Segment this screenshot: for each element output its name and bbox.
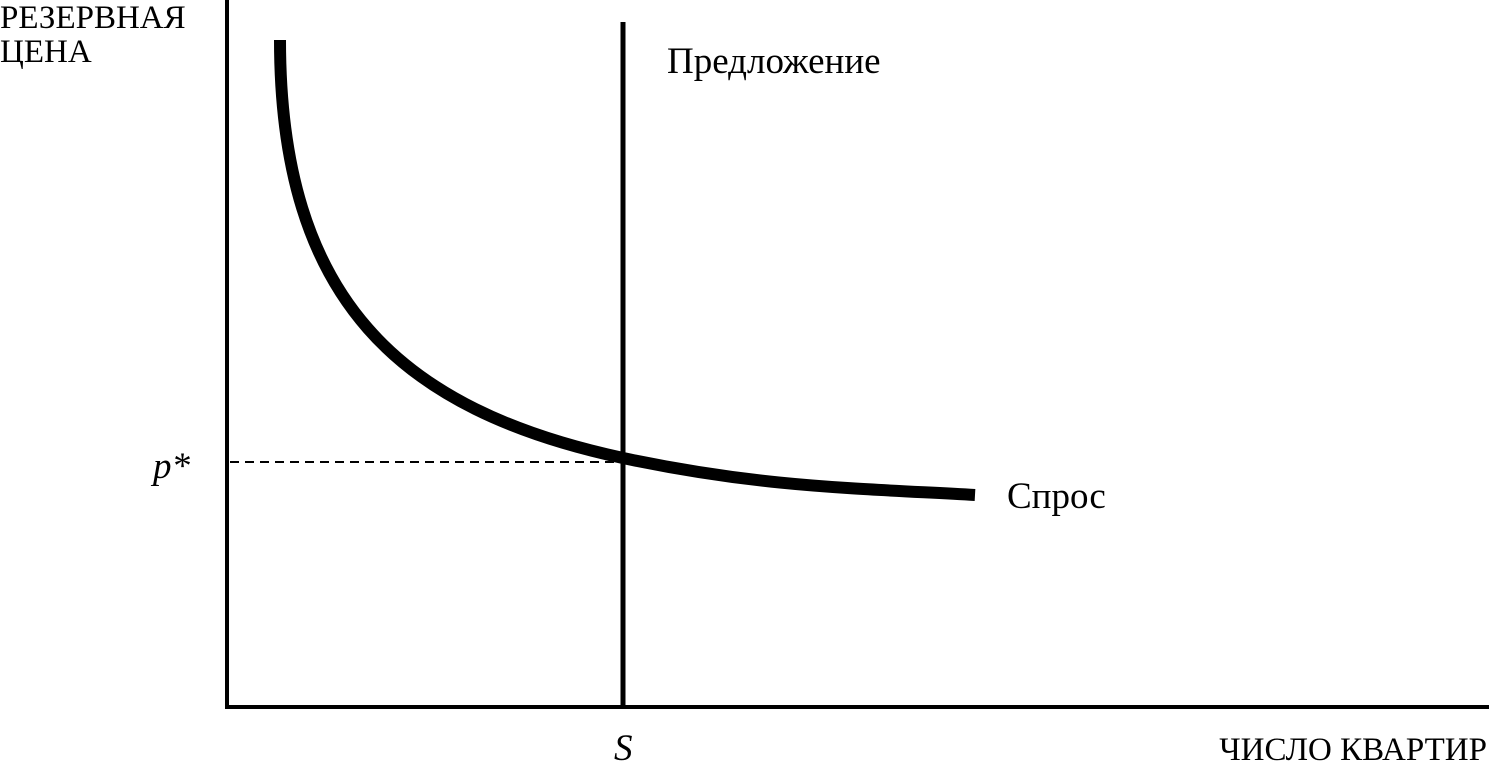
demand-curve (274, 39, 976, 501)
supply-label: Предложение (667, 41, 881, 82)
demand-label: Спрос (1007, 476, 1106, 517)
y-axis-label: ЦЕНА (0, 34, 92, 70)
quantity-label: S (614, 728, 633, 764)
y-axis-label: РЕЗЕРВНАЯ (0, 0, 186, 36)
price-label: p* (150, 446, 191, 487)
x-axis-label: ЧИСЛО КВАРТИР (1219, 732, 1487, 764)
